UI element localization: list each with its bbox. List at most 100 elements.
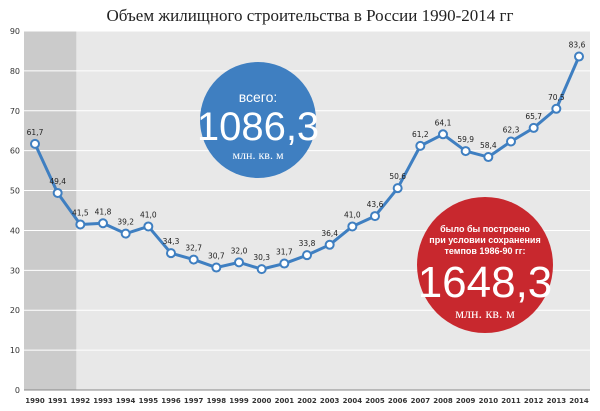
x-tick-label: 2008	[433, 397, 453, 405]
data-point	[166, 248, 176, 259]
total-badge-circle	[200, 62, 316, 178]
data-label: 61,7	[27, 128, 44, 137]
data-label: 32,7	[185, 244, 202, 253]
x-tick-label: 2000	[252, 397, 272, 405]
data-point	[211, 262, 222, 273]
data-point	[551, 103, 562, 114]
hypothetical-note-line-2: при условии сохранения	[429, 235, 540, 245]
data-label: 62,3	[503, 125, 520, 134]
data-label: 41,8	[95, 207, 112, 216]
data-label: 30,7	[208, 252, 225, 261]
data-labels: 61,7 49,4 41,5 41,8 39,2 41,0 34,3 32,7 30,7 32,0…	[27, 41, 586, 263]
total-badge: всего: 1086,3 млн. кв. м	[197, 62, 319, 178]
x-tick-label: 2005	[365, 397, 385, 405]
y-tick-label: 70	[10, 107, 20, 116]
x-tick-label: 2013	[547, 397, 567, 405]
x-tick-label: 1997	[184, 397, 204, 405]
shaded-period	[24, 31, 77, 390]
x-tick-label: 2006	[388, 397, 408, 405]
data-point	[460, 146, 471, 157]
x-tick-label: 1999	[229, 397, 249, 405]
data-point	[528, 122, 539, 133]
data-point	[143, 221, 154, 232]
chart-title: Объем жилищного строительства в России 1…	[107, 6, 514, 25]
data-point	[506, 136, 516, 147]
y-tick-label: 0	[15, 386, 20, 395]
x-tick-label: 2004	[343, 397, 363, 405]
hypothetical-value: 1648,3	[418, 258, 553, 307]
data-label: 61,2	[412, 130, 429, 139]
x-tick-label: 2012	[524, 397, 544, 405]
y-tick-label: 20	[10, 306, 20, 315]
x-tick-label: 1993	[93, 397, 113, 405]
y-tick-label: 30	[10, 266, 20, 275]
data-label: 43,6	[367, 200, 384, 209]
data-point	[279, 258, 290, 269]
data-point	[52, 187, 63, 198]
hypothetical-badge: было бы построено при условии сохранения…	[417, 197, 553, 333]
x-tick-label: 1992	[71, 397, 91, 405]
data-label: 59,9	[457, 135, 474, 144]
data-label: 33,8	[299, 239, 316, 248]
data-point	[75, 219, 86, 230]
data-point	[188, 254, 199, 265]
data-label: 83,6	[569, 41, 586, 50]
data-label: 41,5	[72, 208, 89, 217]
x-tick-label: 2010	[479, 397, 499, 405]
data-point	[120, 228, 131, 239]
data-point	[370, 211, 380, 222]
data-label: 39,2	[117, 218, 134, 227]
hypothetical-note-line-3: темпов 1986-90 гг:	[445, 246, 526, 256]
x-tick-label: 2011	[501, 397, 521, 405]
data-series	[30, 51, 584, 275]
data-point	[438, 129, 448, 140]
data-label: 58,4	[480, 141, 497, 150]
x-tick-label: 2014	[569, 397, 589, 405]
data-label: 41,0	[344, 210, 361, 219]
x-tick-label: 1996	[161, 397, 181, 405]
data-label: 32,0	[231, 246, 248, 255]
data-point	[302, 250, 312, 261]
x-tick-label: 2001	[275, 397, 295, 405]
data-label: 50,6	[389, 172, 406, 181]
data-point	[98, 218, 108, 229]
x-tick-label: 2007	[411, 397, 431, 405]
data-label: 31,7	[276, 248, 293, 257]
data-point	[415, 140, 426, 151]
y-tick-label: 60	[10, 147, 20, 156]
x-tick-label: 1998	[207, 397, 227, 405]
x-tick-label: 2002	[297, 397, 317, 405]
data-point	[234, 257, 244, 268]
data-point	[256, 264, 267, 275]
total-unit: млн. кв. м	[232, 148, 284, 162]
total-label: всего:	[239, 89, 278, 105]
hypothetical-note-line-1: было бы построено	[440, 224, 530, 234]
data-point	[324, 239, 335, 250]
x-tick-label: 2003	[320, 397, 340, 405]
x-tick-label: 1990	[25, 397, 45, 405]
hypothetical-badge-circle	[417, 197, 553, 333]
data-label: 30,3	[253, 253, 270, 262]
x-tick-label: 2009	[456, 397, 476, 405]
x-tick-label: 1995	[139, 397, 159, 405]
y-axis: 0 10 20 30 40 50 60 70 80 90	[10, 27, 590, 395]
y-tick-label: 40	[10, 226, 20, 235]
data-label: 64,1	[435, 118, 452, 127]
y-tick-label: 80	[10, 67, 20, 76]
total-value: 1086,3	[197, 105, 319, 149]
x-tick-label: 1994	[116, 397, 136, 405]
data-label: 70,5	[548, 93, 565, 102]
x-axis: 1990 1991 1992 1993 1994 1995 1996 1997 1998 1999…	[25, 397, 589, 405]
data-point	[483, 152, 494, 163]
y-tick-label: 50	[10, 187, 20, 196]
y-tick-label: 10	[10, 346, 20, 355]
data-point	[574, 51, 584, 62]
y-tick-label: 90	[10, 27, 20, 36]
data-label: 36,4	[321, 229, 338, 238]
data-label: 49,4	[49, 177, 66, 186]
hypothetical-unit: млн. кв. м	[455, 307, 515, 322]
data-point	[30, 138, 40, 149]
x-tick-label: 1991	[48, 397, 68, 405]
data-label: 34,3	[163, 237, 180, 246]
